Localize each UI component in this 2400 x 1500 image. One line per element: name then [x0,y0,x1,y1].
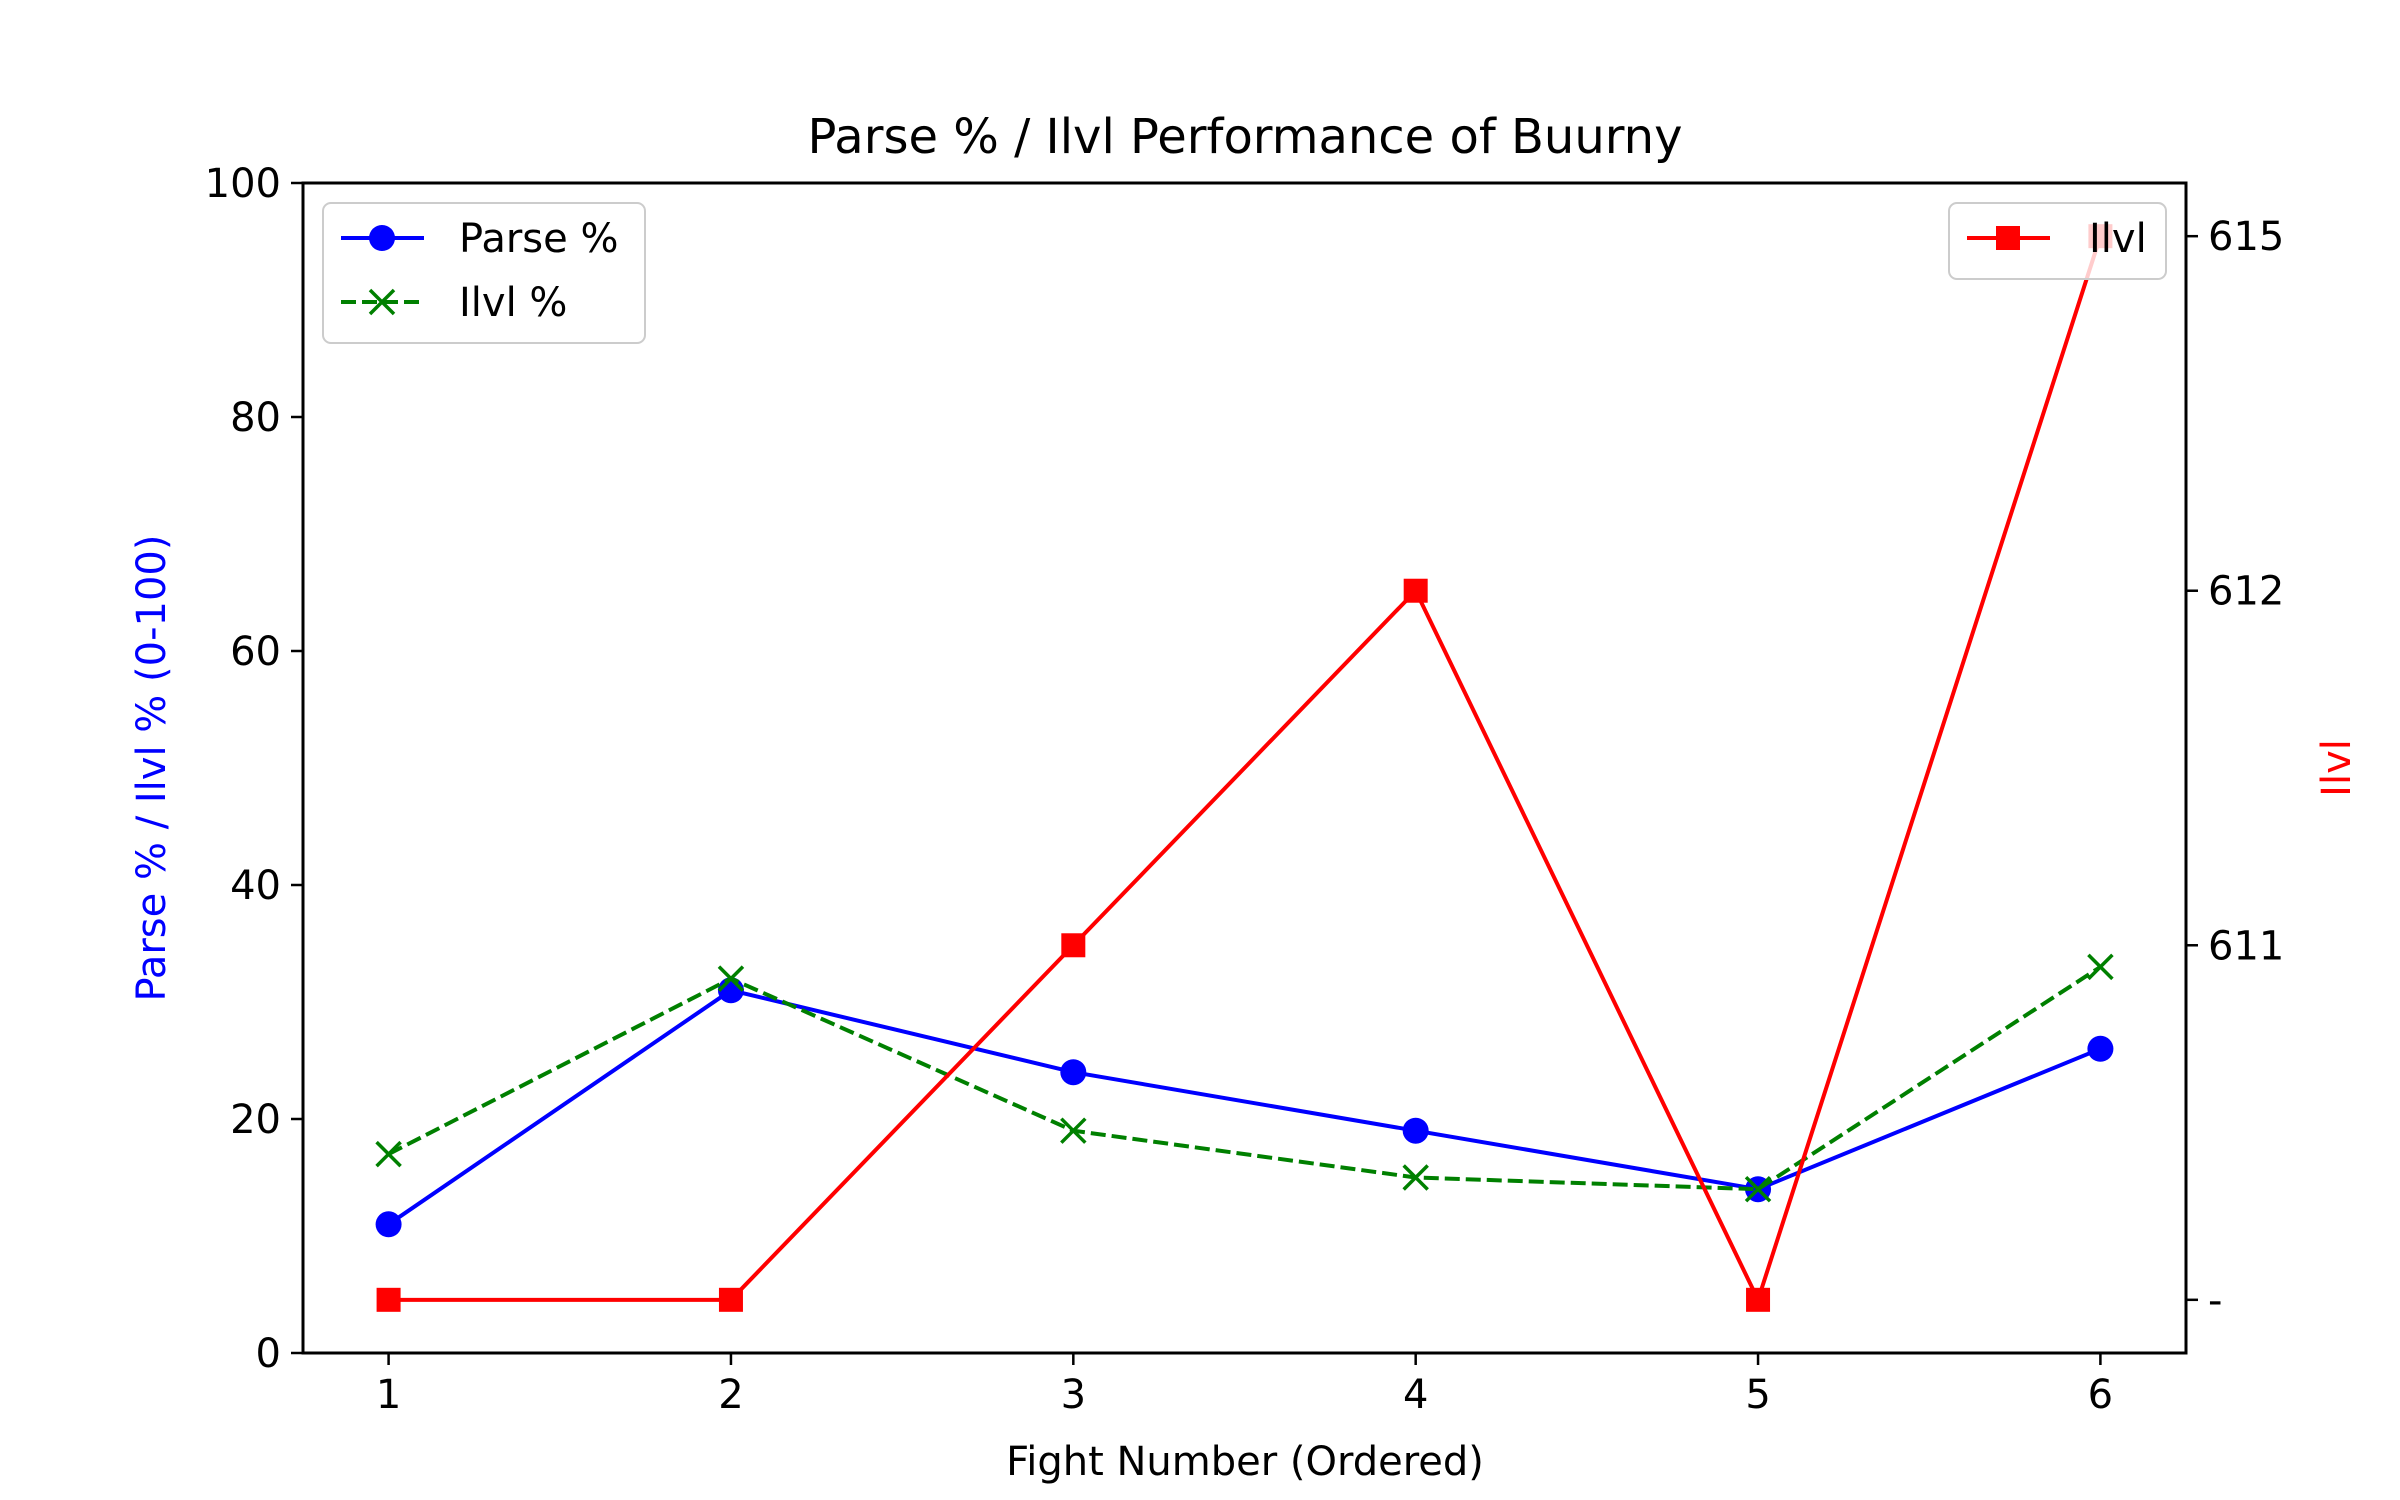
data-point [718,1287,743,1312]
y-tick-label-left: 20 [230,1097,281,1143]
chart-title: Parse % / Ilvl Performance of Buurny [808,109,1683,165]
data-point [375,1211,402,1238]
data-point [1402,1164,1429,1191]
y-tick-label-right: 611 [2208,923,2284,969]
left-axis: 0 20 40 60 80 100 [205,161,303,1377]
plot-lines [375,224,2114,1312]
data-point [1746,1287,1771,1312]
data-point [2087,953,2114,981]
x-tick-label: 3 [1061,1372,1086,1418]
data-point [717,977,744,1004]
x-axis-label: Fight Number (Ordered) [1006,1439,1484,1485]
series-ilvl [376,224,2113,1312]
data-point [1403,578,1428,603]
y-tick-label-left: 100 [205,161,281,207]
legend-right: Ilvl [1948,202,2167,280]
right-axis: - 611 612 615 [2186,214,2284,1324]
legend-ilvlpct-label: Ilvl % [459,280,567,326]
x-axis: 1 2 3 4 5 6 [376,1353,2113,1418]
data-point [2087,1035,2114,1062]
plot-frame [301,181,2188,1355]
data-point [1060,1117,1087,1144]
y-axis-label-left: Parse % / Ilvl % (0-100) [129,535,175,1002]
legend-ilvl-marker [1996,226,2020,250]
y-tick-label-right: 612 [2208,569,2284,615]
y-tick-label-right: 615 [2208,214,2284,260]
legend-ilvlpct-marker [368,288,396,316]
legend-parse-label: Parse % [459,216,618,262]
y-tick-label-right: - [2208,1278,2222,1324]
series-line [387,988,2102,1226]
x-tick-label: 4 [1403,1372,1428,1418]
series-ilvl- [375,953,2114,1203]
legend-ilvl-label: Ilvl [2089,216,2147,262]
y-tick-label-left: 80 [230,395,281,441]
data-point [1061,933,1086,958]
x-tick-label: 1 [376,1372,401,1418]
y-tick-label-left: 0 [256,1331,281,1377]
series-parse- [375,977,2114,1238]
data-point [717,965,745,992]
series-line [388,235,2103,1302]
legend-right-box [1948,202,2167,280]
y-tick-label-left: 40 [230,863,281,909]
data-point [1060,1059,1087,1086]
series-line [387,965,2102,1192]
x-tick-label: 5 [1745,1372,1770,1418]
data-point [1402,1117,1429,1144]
legend-left: Parse % Ilvl % [322,202,646,344]
y-axis-label-right: Ilvl [2314,739,2360,797]
legend-parse-marker [369,225,395,251]
data-point [376,1287,401,1312]
data-point [375,1140,402,1168]
x-tick-label: 2 [718,1372,743,1418]
x-tick-label: 6 [2088,1372,2113,1418]
y-tick-label-left: 60 [230,629,281,675]
data-point [1744,1175,1772,1203]
